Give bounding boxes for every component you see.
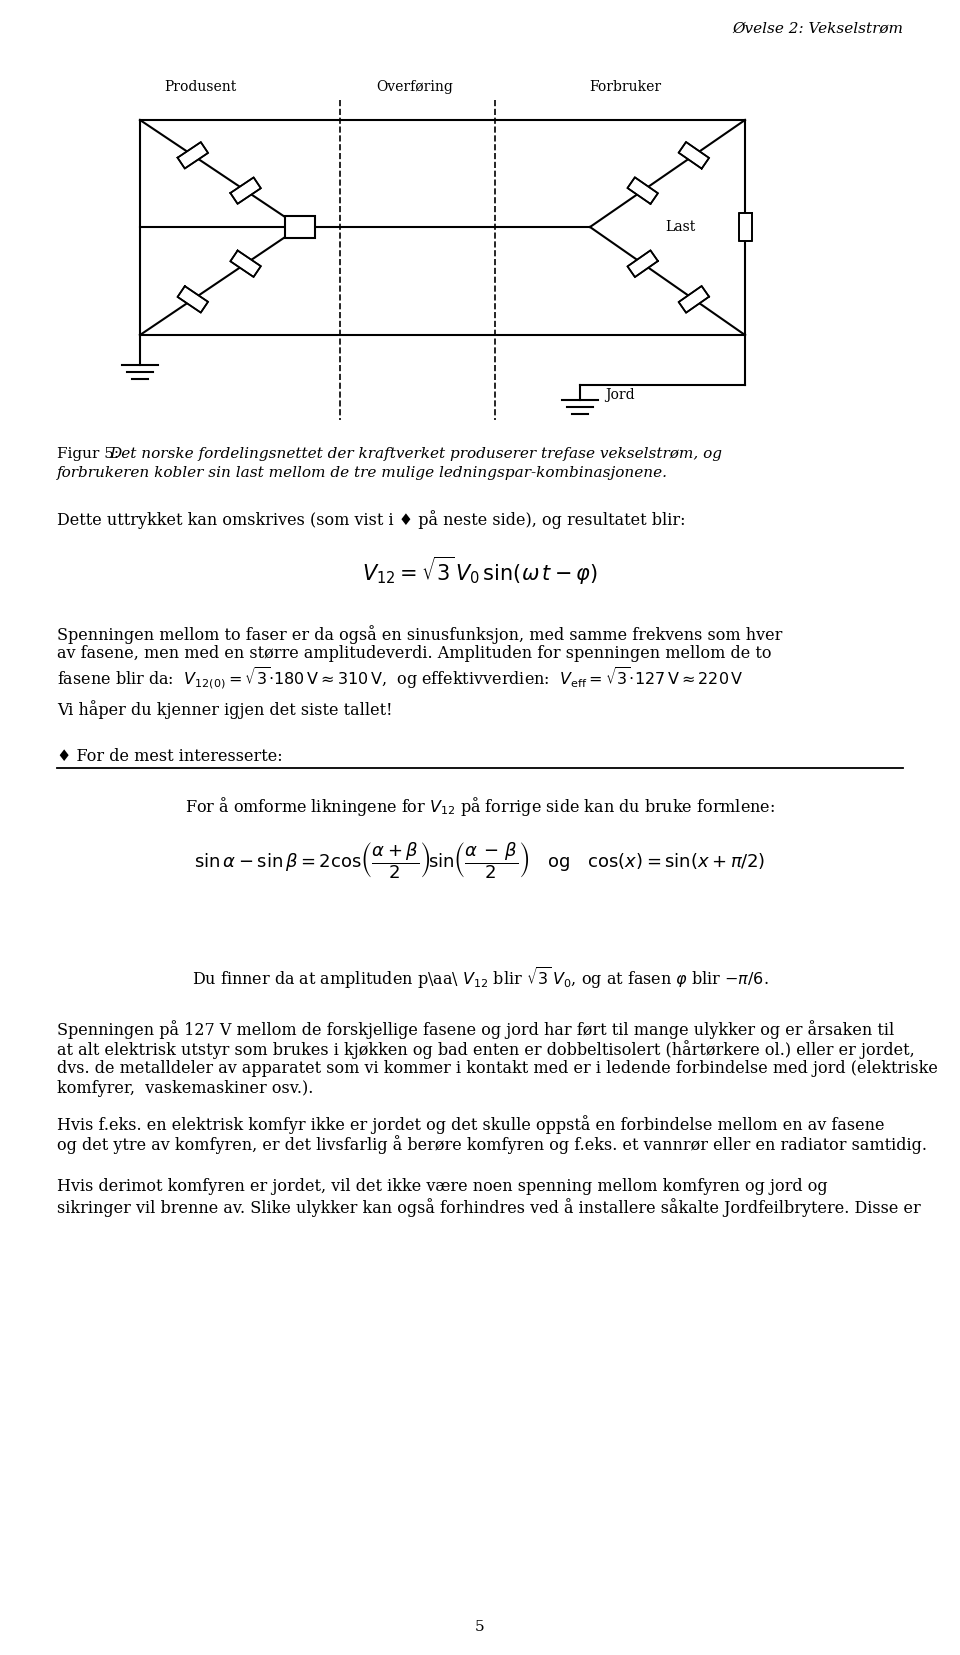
Text: komfyrer,  vaskemaskiner osv.).: komfyrer, vaskemaskiner osv.).	[57, 1081, 313, 1097]
Polygon shape	[628, 250, 658, 276]
Text: Jord: Jord	[605, 387, 635, 402]
Polygon shape	[230, 177, 261, 204]
Text: Vi håper du kjenner igjen det siste tallet!: Vi håper du kjenner igjen det siste tall…	[57, 700, 393, 718]
Polygon shape	[178, 286, 208, 313]
Polygon shape	[679, 286, 709, 313]
Text: Spenningen på 127 V mellom de forskjellige fasene og jord har ført til mange uly: Spenningen på 127 V mellom de forskjelli…	[57, 1019, 895, 1039]
Text: og det ytre av komfyren, er det livsfarlig å berøre komfyren og f.eks. et vannrø: og det ytre av komfyren, er det livsfarl…	[57, 1135, 927, 1154]
Text: fasene blir da:  $V_{12(0)} = \sqrt{3}{\cdot}180\,\mathrm{V} \approx 310\,\mathr: fasene blir da: $V_{12(0)} = \sqrt{3}{\c…	[57, 665, 744, 690]
Text: Produsent: Produsent	[164, 79, 236, 94]
Text: Hvis derimot komfyren er jordet, vil det ikke være noen spenning mellom komfyren: Hvis derimot komfyren er jordet, vil det…	[57, 1178, 828, 1195]
Text: ♦ For de mest interesserte:: ♦ For de mest interesserte:	[57, 748, 282, 765]
Text: Det norske fordelingsnettet der kraftverket produserer trefase vekselstrøm, og: Det norske fordelingsnettet der kraftver…	[109, 447, 722, 462]
Text: av fasene, men med en større amplitudeverdi. Amplituden for spenningen mellom de: av fasene, men med en større amplitudeve…	[57, 645, 772, 662]
Text: dvs. de metalldeler av apparatet som vi kommer i kontakt med er i ledende forbin: dvs. de metalldeler av apparatet som vi …	[57, 1059, 938, 1077]
Text: $\sin\alpha - \sin\beta = 2\cos\!\left(\dfrac{\alpha+\beta}{2}\right)\!\sin\!\le: $\sin\alpha - \sin\beta = 2\cos\!\left(\…	[194, 841, 766, 880]
Text: Forbruker: Forbruker	[588, 79, 661, 94]
Polygon shape	[178, 142, 208, 169]
Text: forbrukeren kobler sin last mellom de tre mulige ledningspar-kombinasjonene.: forbrukeren kobler sin last mellom de tr…	[57, 467, 668, 480]
Polygon shape	[230, 250, 261, 276]
Text: 5: 5	[475, 1620, 485, 1633]
Text: $V_{12} = \sqrt{3}\, V_0\, \sin(\omega\, t - \varphi)$: $V_{12} = \sqrt{3}\, V_0\, \sin(\omega\,…	[362, 554, 598, 588]
Text: sikringer vil brenne av. Slike ulykker kan også forhindres ved å installere såka: sikringer vil brenne av. Slike ulykker k…	[57, 1198, 921, 1216]
Text: Hvis f.eks. en elektrisk komfyr ikke er jordet og det skulle oppstå en forbindel: Hvis f.eks. en elektrisk komfyr ikke er …	[57, 1115, 884, 1134]
Text: Dette uttrykket kan omskrives (som vist i ♦ på neste side), og resultatet blir:: Dette uttrykket kan omskrives (som vist …	[57, 510, 685, 530]
Text: Last: Last	[665, 220, 695, 233]
Polygon shape	[738, 213, 752, 242]
Text: Du finner da at amplituden p\aa\ $V_{12}$ blir $\sqrt{3}\,V_0$, og at fasen $\va: Du finner da at amplituden p\aa\ $V_{12}…	[192, 965, 768, 991]
Text: Øvelse 2: Vekselstrøm: Øvelse 2: Vekselstrøm	[732, 22, 903, 36]
Text: at alt elektrisk utstyr som brukes i kjøkken og bad enten er dobbeltisolert (hår: at alt elektrisk utstyr som brukes i kjø…	[57, 1039, 915, 1059]
Text: Figur 5:: Figur 5:	[57, 447, 124, 462]
Text: For å omforme likningene for $V_{12}$ på forrige side kan du bruke formlene:: For å omforme likningene for $V_{12}$ på…	[185, 794, 775, 818]
Polygon shape	[628, 177, 658, 204]
Polygon shape	[679, 142, 709, 169]
Text: Overføring: Overføring	[376, 79, 453, 94]
Text: Spenningen mellom to faser er da også en sinusfunksjon, med samme frekvens som h: Spenningen mellom to faser er da også en…	[57, 626, 782, 644]
FancyBboxPatch shape	[285, 217, 315, 238]
